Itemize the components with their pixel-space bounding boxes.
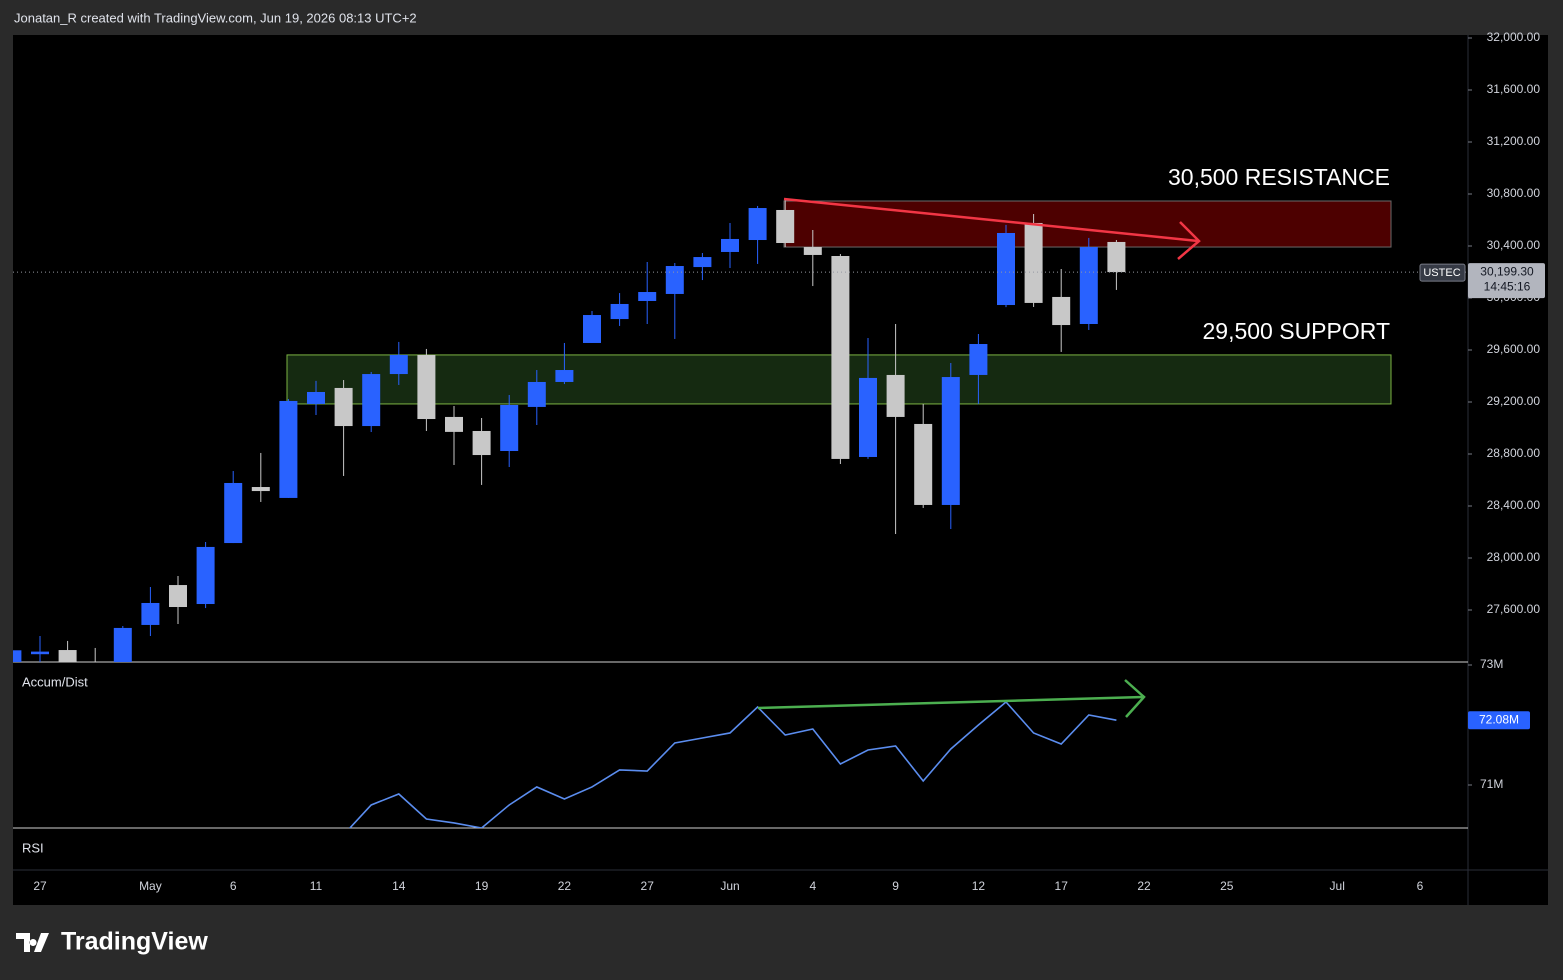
x-tick-label: 4 — [809, 879, 816, 893]
y-tick-label: 71M — [1480, 777, 1503, 791]
candle-body — [389, 354, 408, 375]
candle-body — [251, 487, 270, 492]
last-price-tag — [1468, 263, 1545, 299]
candle-body — [224, 482, 243, 544]
price-pane — [13, 199, 1468, 662]
candle-body — [13, 650, 22, 662]
candle-body — [693, 257, 712, 268]
zone-label: 29,500 SUPPORT — [1202, 318, 1390, 344]
pane-title: Accum/Dist — [22, 674, 88, 689]
ad-trendline — [757, 679, 1146, 718]
candle-body — [859, 377, 877, 457]
candle-body — [748, 208, 767, 241]
x-tick-label: Jun — [720, 879, 739, 893]
symbol-tag — [1419, 263, 1466, 282]
candle-body — [969, 344, 988, 375]
y-tick-label: 28,800.00 — [1487, 446, 1541, 460]
candle-body — [1079, 247, 1098, 324]
logo-mark — [16, 933, 49, 952]
header-credit: Jonatan_R created with TradingView.com, … — [14, 10, 417, 25]
candle-body — [1024, 222, 1043, 303]
candle-body — [665, 266, 684, 294]
candle-body — [941, 377, 960, 505]
trendline — [757, 695, 1144, 710]
arrow-head — [1124, 679, 1146, 718]
candle-body — [58, 650, 77, 662]
x-tick-label: 17 — [1055, 879, 1069, 893]
x-tick-label: 9 — [892, 879, 899, 893]
x-tick-label: 12 — [972, 879, 986, 893]
ad-line — [348, 700, 1117, 828]
candle-body — [776, 209, 795, 244]
y-tick-label: 27,600.00 — [1487, 602, 1541, 616]
last-price-label: 30,199.30 — [1480, 264, 1534, 278]
symbol-label: USTEC — [1423, 267, 1460, 279]
resistance-trendline — [783, 197, 1201, 260]
candle-body — [500, 404, 519, 452]
x-tick-label: 25 — [1220, 879, 1234, 893]
candle-body — [334, 387, 353, 427]
y-tick-label: 32,000.00 — [1487, 30, 1541, 44]
y-tick-label: 30,400.00 — [1487, 238, 1541, 252]
candle-body — [279, 400, 298, 498]
x-tick-label: 22 — [1137, 879, 1151, 893]
x-tick-label: 19 — [475, 879, 489, 893]
y-tick-label: 31,200.00 — [1487, 134, 1541, 148]
x-tick-label: 14 — [392, 879, 406, 893]
candle-body — [113, 627, 132, 662]
candle-body — [445, 416, 463, 432]
candle-body — [997, 232, 1015, 306]
candle-body — [638, 292, 657, 301]
x-tick-label: May — [139, 879, 162, 893]
y-tick-label: 31,600.00 — [1487, 82, 1541, 96]
candle-body — [169, 585, 187, 608]
candle-body — [914, 423, 933, 505]
footer-brand: TradingView — [61, 928, 208, 956]
chart-frame — [13, 35, 1548, 905]
x-tick-label: 22 — [558, 879, 572, 893]
candle-body — [583, 315, 601, 343]
y-tick-label: 29,600.00 — [1487, 342, 1541, 356]
trendline — [783, 197, 1199, 243]
candle-body — [307, 391, 325, 404]
x-tick-label: 6 — [1417, 879, 1424, 893]
x-tick-label: 11 — [310, 879, 323, 893]
candle-body — [1107, 241, 1126, 273]
zone-label: 30,500 RESISTANCE — [1168, 164, 1390, 190]
y-tick-label: 28,000.00 — [1487, 550, 1541, 564]
x-tick-label: Jul — [1330, 879, 1345, 893]
candle-body — [472, 430, 491, 456]
x-tick-label: 27 — [641, 879, 655, 893]
candle-body — [886, 374, 905, 417]
candle-body — [196, 546, 215, 605]
countdown-label: 14:45:16 — [1484, 279, 1531, 293]
y-tick-label: 73M — [1480, 657, 1503, 671]
candle-body — [831, 256, 850, 459]
y-tick-label: 30,800.00 — [1487, 186, 1541, 200]
candle-body — [417, 354, 436, 420]
y-tick-label: 28,400.00 — [1487, 498, 1541, 512]
pane-title: RSI — [22, 840, 44, 855]
candle-body — [555, 370, 574, 382]
last-value-tag — [1468, 711, 1530, 730]
candle-body — [610, 303, 629, 320]
candle-body — [527, 381, 546, 407]
axes: 27 May 6 11 14 19 22 27 Jun 4 9 12 17 22 25 Jul 6 32,000.… — [22, 30, 1545, 893]
x-tick-label: 6 — [230, 879, 237, 893]
ad-pane — [348, 700, 1117, 828]
candle-body — [141, 602, 160, 625]
x-tick-label: 27 — [33, 879, 47, 893]
candle-body — [803, 247, 822, 255]
y-tick-label: 29,200.00 — [1487, 394, 1541, 408]
candle-body — [362, 374, 381, 427]
candle-body — [1052, 296, 1071, 326]
candle-body — [721, 238, 739, 252]
arrow-head — [1177, 221, 1201, 260]
footer-logo — [16, 933, 49, 952]
last-value-label: 72.08M — [1479, 712, 1519, 726]
candle-body — [31, 651, 49, 655]
